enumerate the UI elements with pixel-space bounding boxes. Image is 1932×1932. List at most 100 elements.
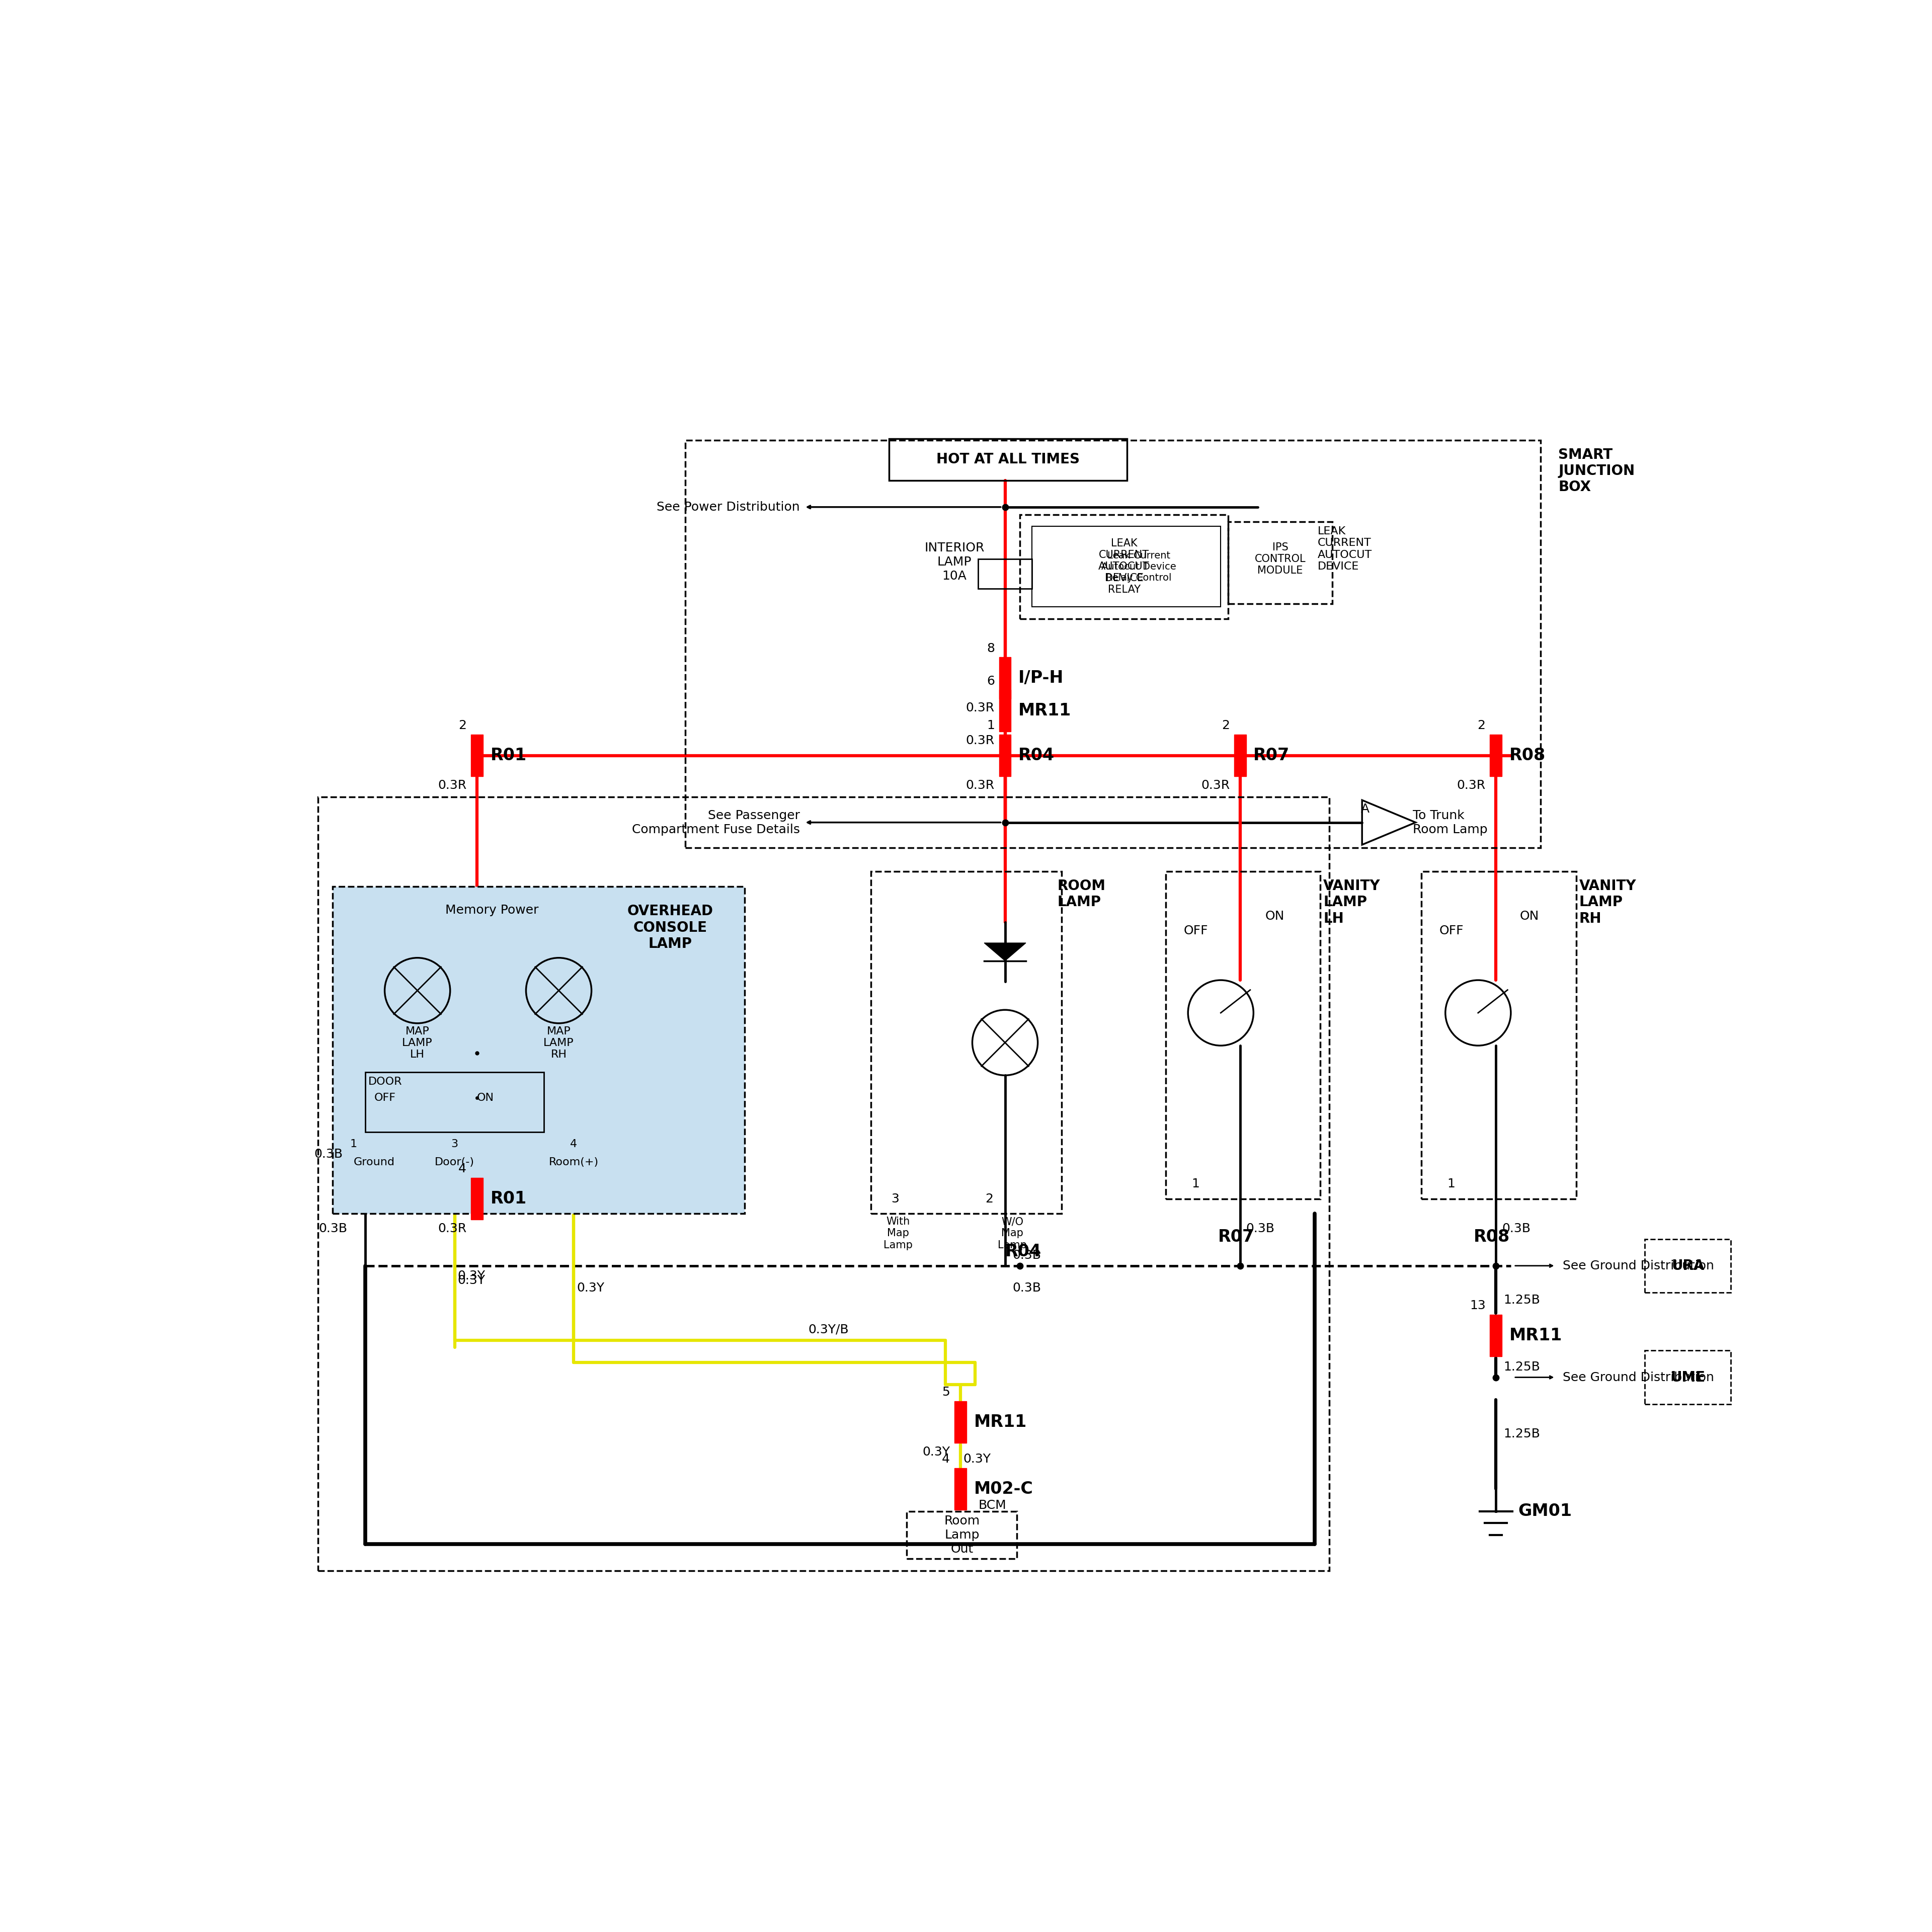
Text: MR11: MR11	[1018, 703, 1072, 719]
Text: ON: ON	[477, 1094, 495, 1103]
Text: OFF: OFF	[1184, 925, 1208, 937]
Text: To Trunk
Room Lamp: To Trunk Room Lamp	[1412, 810, 1488, 835]
Text: W/O
Map
Lamp: W/O Map Lamp	[999, 1217, 1028, 1250]
Text: 0.3B: 0.3B	[315, 1148, 344, 1161]
Text: 4: 4	[458, 1163, 466, 1175]
Text: With
Map
Lamp: With Map Lamp	[883, 1217, 912, 1250]
Text: 4: 4	[570, 1140, 578, 1150]
Text: ON: ON	[1265, 910, 1285, 922]
Text: 0.3Y: 0.3Y	[458, 1269, 485, 1283]
Text: LEAK
CURRENT
AUTOCUT
DEVICE
RELAY: LEAK CURRENT AUTOCUT DEVICE RELAY	[1099, 539, 1150, 595]
Text: See Power Distribution: See Power Distribution	[657, 500, 800, 514]
Text: 0.3B: 0.3B	[1012, 1283, 1041, 1294]
Text: See Ground Distribution: See Ground Distribution	[1563, 1372, 1714, 1383]
Text: Room(+): Room(+)	[549, 1157, 599, 1167]
Bar	[1165, 871, 1320, 1198]
Text: I/P-H: I/P-H	[1018, 670, 1065, 686]
Text: Room
Lamp
Out: Room Lamp Out	[945, 1515, 980, 1555]
Bar	[999, 657, 1010, 699]
Bar	[906, 1511, 1016, 1559]
Bar	[1020, 514, 1229, 618]
Text: R01: R01	[491, 1190, 527, 1208]
Text: LEAK
CURRENT
AUTOCUT
DEVICE: LEAK CURRENT AUTOCUT DEVICE	[1318, 526, 1372, 572]
Text: 2: 2	[458, 719, 466, 732]
Text: 0.3R: 0.3R	[439, 1223, 466, 1235]
Text: 2: 2	[1221, 719, 1229, 732]
Text: MAP
LAMP
LH: MAP LAMP LH	[402, 1026, 433, 1059]
Text: 0.3Y/B: 0.3Y/B	[808, 1323, 848, 1335]
Text: 0.3B: 0.3B	[1012, 1250, 1041, 1262]
Bar	[999, 690, 1010, 732]
Text: 0.3R: 0.3R	[1202, 779, 1229, 792]
Bar	[471, 734, 483, 777]
Bar	[978, 558, 1032, 589]
Bar	[1422, 871, 1577, 1198]
Text: 3: 3	[450, 1140, 458, 1150]
Text: 5: 5	[943, 1385, 951, 1399]
Text: ROOM
LAMP: ROOM LAMP	[1057, 879, 1105, 910]
Text: 2: 2	[985, 1192, 993, 1206]
Text: INTERIOR
LAMP
10A: INTERIOR LAMP 10A	[923, 543, 985, 582]
Text: OFF: OFF	[375, 1094, 396, 1103]
Bar	[954, 1468, 966, 1509]
Text: 13: 13	[1470, 1300, 1486, 1312]
Text: GM01: GM01	[1519, 1503, 1573, 1519]
Text: R04: R04	[1005, 1244, 1041, 1260]
Text: 0.3Y: 0.3Y	[576, 1283, 605, 1294]
Text: 1: 1	[1447, 1179, 1455, 1190]
Bar	[332, 887, 744, 1213]
Text: BCM: BCM	[978, 1499, 1007, 1511]
Text: 6: 6	[987, 674, 995, 688]
Text: Ground: Ground	[354, 1157, 394, 1167]
Polygon shape	[983, 943, 1026, 960]
Text: ON: ON	[1520, 910, 1540, 922]
Text: 0.3Y: 0.3Y	[964, 1453, 991, 1464]
Text: R07: R07	[1217, 1229, 1254, 1244]
Bar	[365, 1072, 545, 1132]
Text: R04: R04	[1018, 748, 1055, 763]
Bar	[1235, 734, 1246, 777]
Text: 1.25B: 1.25B	[1503, 1294, 1540, 1306]
Text: 8: 8	[987, 641, 995, 655]
Bar	[1644, 1238, 1731, 1293]
Text: URA: URA	[1671, 1260, 1704, 1273]
Bar	[686, 440, 1540, 848]
Text: A: A	[1360, 804, 1370, 815]
Text: OFF: OFF	[1439, 925, 1464, 937]
Bar	[871, 871, 1061, 1213]
Text: VANITY
LAMP
RH: VANITY LAMP RH	[1578, 879, 1636, 925]
Text: 0.3B: 0.3B	[319, 1223, 348, 1235]
Text: See Ground Distribution: See Ground Distribution	[1563, 1260, 1714, 1271]
Text: MR11: MR11	[974, 1414, 1026, 1430]
Text: 1.25B: 1.25B	[1503, 1428, 1540, 1439]
Text: 0.3R: 0.3R	[966, 701, 995, 715]
Text: 1: 1	[987, 719, 995, 732]
Text: HOT AT ALL TIMES: HOT AT ALL TIMES	[937, 452, 1080, 466]
Text: 3: 3	[891, 1192, 898, 1206]
Text: 0.3R: 0.3R	[966, 779, 995, 792]
Bar	[1644, 1350, 1731, 1405]
Text: IPS
CONTROL
MODULE: IPS CONTROL MODULE	[1254, 543, 1306, 576]
Text: R08: R08	[1509, 748, 1546, 763]
Text: 0.3B: 0.3B	[1246, 1223, 1275, 1235]
Text: VANITY
LAMP
LH: VANITY LAMP LH	[1323, 879, 1381, 925]
Text: 0.3Y: 0.3Y	[922, 1445, 951, 1459]
Text: Door(-): Door(-)	[435, 1157, 475, 1167]
Bar	[1229, 522, 1333, 603]
Bar	[999, 734, 1010, 777]
Bar	[317, 798, 1329, 1571]
Text: 4: 4	[943, 1453, 951, 1464]
Text: MAP
LAMP
RH: MAP LAMP RH	[543, 1026, 574, 1059]
Text: SMART
JUNCTION
BOX: SMART JUNCTION BOX	[1559, 448, 1634, 495]
Text: UME: UME	[1671, 1370, 1706, 1385]
Text: MR11: MR11	[1509, 1327, 1563, 1345]
Bar	[889, 439, 1126, 481]
Bar	[1032, 526, 1221, 607]
Text: 1.25B: 1.25B	[1503, 1360, 1540, 1374]
Text: R08: R08	[1474, 1229, 1511, 1244]
Text: DOOR: DOOR	[369, 1076, 402, 1088]
Text: 0.3B: 0.3B	[1501, 1223, 1530, 1235]
Text: See Passenger
Compartment Fuse Details: See Passenger Compartment Fuse Details	[632, 810, 800, 835]
Text: 0.3R: 0.3R	[966, 734, 995, 748]
Text: 0.3Y: 0.3Y	[458, 1275, 485, 1287]
